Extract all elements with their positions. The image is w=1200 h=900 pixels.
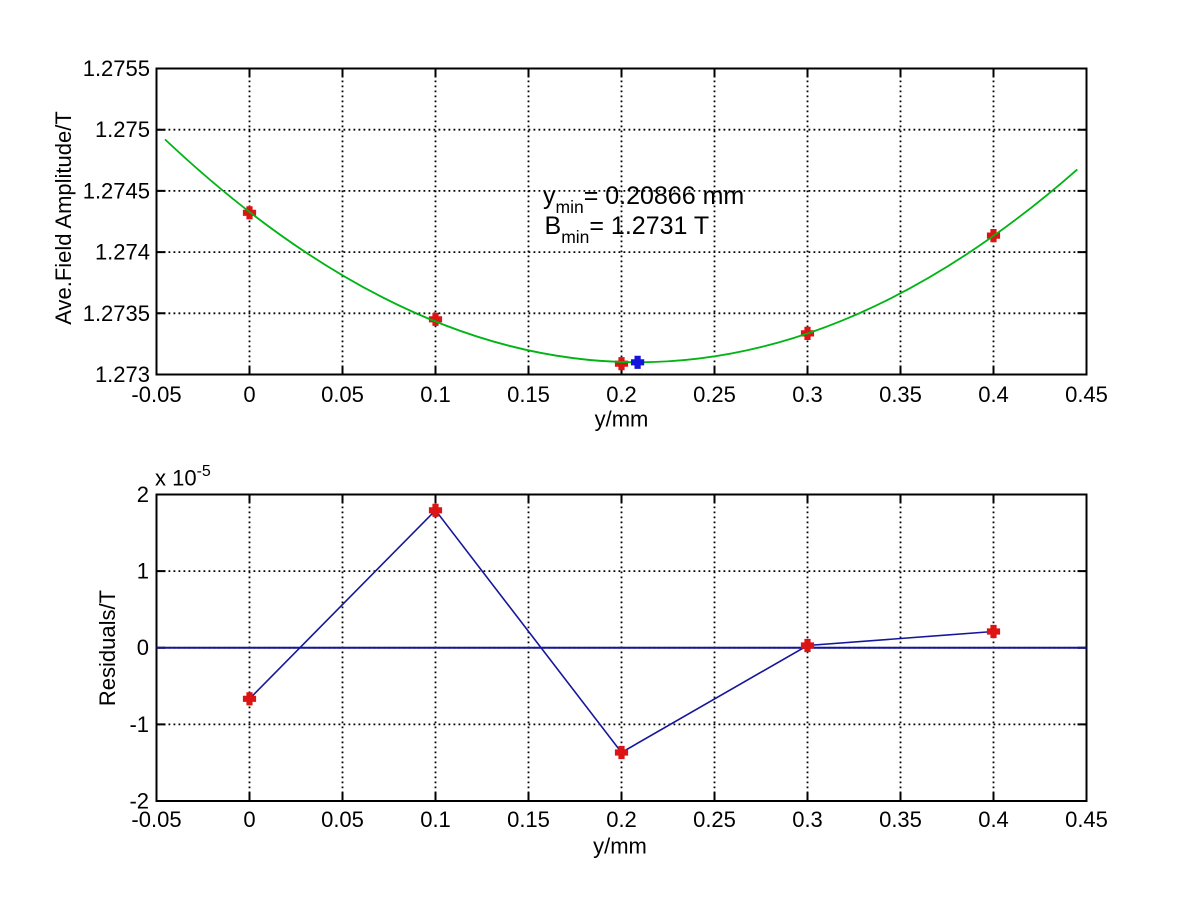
svg-text:0.2: 0.2 xyxy=(606,382,637,407)
svg-text:0: 0 xyxy=(137,635,149,660)
svg-text:0: 0 xyxy=(243,382,255,407)
svg-text:1.275: 1.275 xyxy=(95,117,150,142)
svg-text:0.15: 0.15 xyxy=(507,807,550,832)
svg-text:1.273: 1.273 xyxy=(95,362,150,387)
svg-text:0.1: 0.1 xyxy=(420,382,451,407)
svg-text:Residuals/T: Residuals/T xyxy=(95,590,120,706)
svg-text:0.45: 0.45 xyxy=(1065,807,1108,832)
svg-text:y/mm: y/mm xyxy=(593,834,647,859)
svg-text:-0.05: -0.05 xyxy=(131,807,181,832)
svg-text:0.25: 0.25 xyxy=(693,807,736,832)
svg-text:0.4: 0.4 xyxy=(978,382,1009,407)
svg-text:1.274: 1.274 xyxy=(95,240,150,265)
svg-text:-1: -1 xyxy=(129,712,149,737)
svg-text:Ave.Field Amplitude/T: Ave.Field Amplitude/T xyxy=(51,111,76,325)
svg-text:y/mm: y/mm xyxy=(595,407,649,432)
svg-text:0.4: 0.4 xyxy=(978,807,1009,832)
svg-text:0: 0 xyxy=(243,807,255,832)
svg-text:0.3: 0.3 xyxy=(792,382,823,407)
svg-text:0.35: 0.35 xyxy=(879,382,922,407)
svg-text:-0.05: -0.05 xyxy=(131,382,181,407)
svg-text:0.15: 0.15 xyxy=(507,382,550,407)
svg-text:1: 1 xyxy=(137,559,149,584)
svg-text:0.35: 0.35 xyxy=(879,807,922,832)
svg-text:1.2745: 1.2745 xyxy=(83,178,150,203)
svg-text:0.25: 0.25 xyxy=(693,382,736,407)
svg-text:0.45: 0.45 xyxy=(1065,382,1108,407)
svg-text:0.1: 0.1 xyxy=(420,807,451,832)
svg-text:-2: -2 xyxy=(129,789,149,814)
svg-text:1.2755: 1.2755 xyxy=(83,56,150,81)
svg-text:0.05: 0.05 xyxy=(321,807,364,832)
svg-text:0.05: 0.05 xyxy=(321,382,364,407)
svg-text:0.2: 0.2 xyxy=(606,807,637,832)
svg-text:1.2735: 1.2735 xyxy=(83,301,150,326)
svg-text:0.3: 0.3 xyxy=(792,807,823,832)
svg-text:2: 2 xyxy=(137,482,149,507)
